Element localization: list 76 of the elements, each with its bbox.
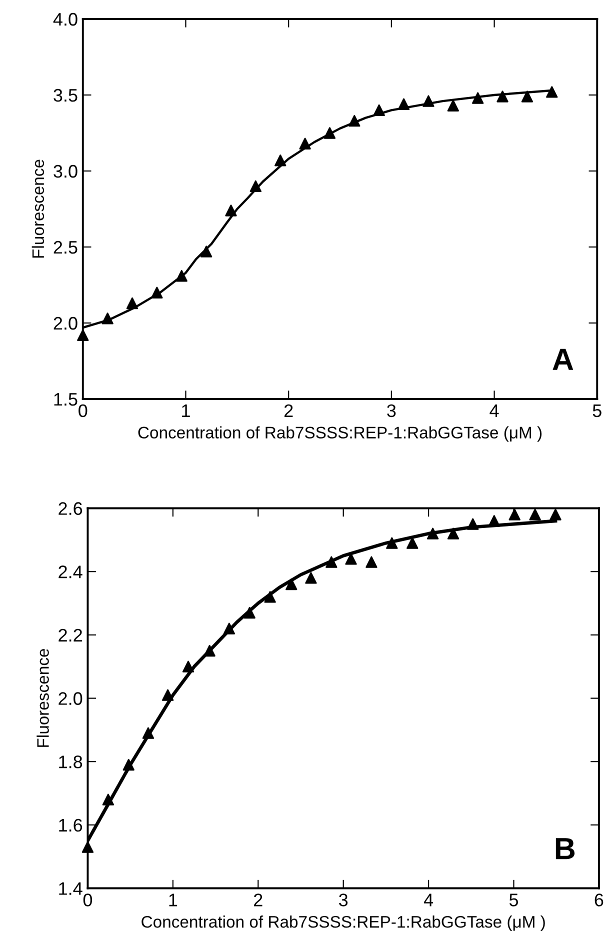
point — [225, 204, 237, 216]
point — [77, 329, 89, 342]
y-tick-label: 2.0 — [58, 692, 82, 705]
point — [244, 606, 256, 619]
x-tick-label: 6 — [594, 894, 604, 906]
point — [102, 312, 114, 324]
point — [366, 556, 378, 568]
point — [162, 689, 174, 701]
point — [508, 508, 520, 520]
x-tick-label: 2 — [284, 404, 293, 417]
x-tick-label: 3 — [339, 894, 348, 906]
point — [324, 127, 336, 139]
point — [223, 622, 236, 634]
x-tick-label: 5 — [509, 894, 518, 906]
x-tick-label: 3 — [387, 404, 396, 418]
point — [204, 644, 216, 657]
point — [546, 86, 558, 98]
y-tick-label: 1.6 — [59, 818, 82, 832]
x-tick-label: 0 — [83, 894, 92, 906]
x-tick-label: 1 — [169, 894, 178, 906]
point — [122, 758, 134, 771]
point — [496, 90, 508, 102]
y-tick-label: 2.6 — [58, 502, 82, 515]
y-tick-label: 1.8 — [59, 756, 82, 768]
point — [142, 727, 154, 739]
point — [126, 297, 138, 310]
annotation: B — [556, 838, 575, 860]
point — [200, 246, 212, 258]
x-tick-label: 4 — [424, 894, 434, 906]
y-tick-label: 1.4 — [59, 882, 82, 895]
point — [472, 92, 484, 104]
x-tick-label: 5 — [592, 404, 602, 418]
x-tick-label: 4 — [490, 404, 499, 417]
point — [348, 114, 360, 127]
y-axis-title: Fluorescence — [32, 160, 44, 258]
point — [102, 794, 114, 806]
y-tick-label: 1.5 — [54, 393, 78, 406]
x-axis-title: Concentration of Rab7SSSS:REP-1:RabGGTase (μM ) — [142, 916, 545, 932]
point — [250, 180, 262, 192]
point — [345, 553, 357, 565]
point — [422, 95, 434, 107]
point — [529, 508, 541, 520]
y-axis-title: Fluorescence — [36, 648, 49, 747]
point — [398, 98, 410, 110]
point — [305, 572, 317, 584]
x-tick-label: 0 — [78, 404, 88, 418]
y-tick-label: 3.0 — [54, 164, 78, 178]
y-tick-label: 3.5 — [54, 88, 78, 102]
point — [151, 286, 163, 298]
point — [373, 104, 385, 116]
point — [176, 270, 188, 282]
annotation: A — [552, 348, 574, 370]
point — [182, 660, 194, 672]
y-tick-label: 2.0 — [54, 316, 78, 330]
x-tick-label: 1 — [182, 404, 190, 417]
point — [82, 841, 94, 853]
point — [386, 537, 398, 549]
point — [406, 537, 418, 549]
point — [274, 154, 286, 166]
point — [447, 528, 460, 540]
y-tick-label: 2.4 — [58, 566, 82, 578]
x-tick-label: 2 — [254, 894, 262, 906]
point — [264, 591, 276, 603]
point — [488, 515, 500, 527]
point — [299, 138, 311, 150]
point — [326, 556, 338, 568]
point — [521, 90, 534, 102]
y-tick-label: 4.0 — [53, 12, 78, 26]
point — [286, 578, 298, 590]
point — [426, 528, 439, 540]
x-axis-title: Concentration of Rab7SSSS:REP-1:RabGGTase (μM ) — [138, 426, 542, 442]
point — [447, 100, 459, 112]
y-tick-label: 2.5 — [54, 240, 78, 254]
point — [550, 508, 562, 520]
y-tick-label: 2.2 — [58, 628, 82, 642]
point — [467, 518, 479, 530]
